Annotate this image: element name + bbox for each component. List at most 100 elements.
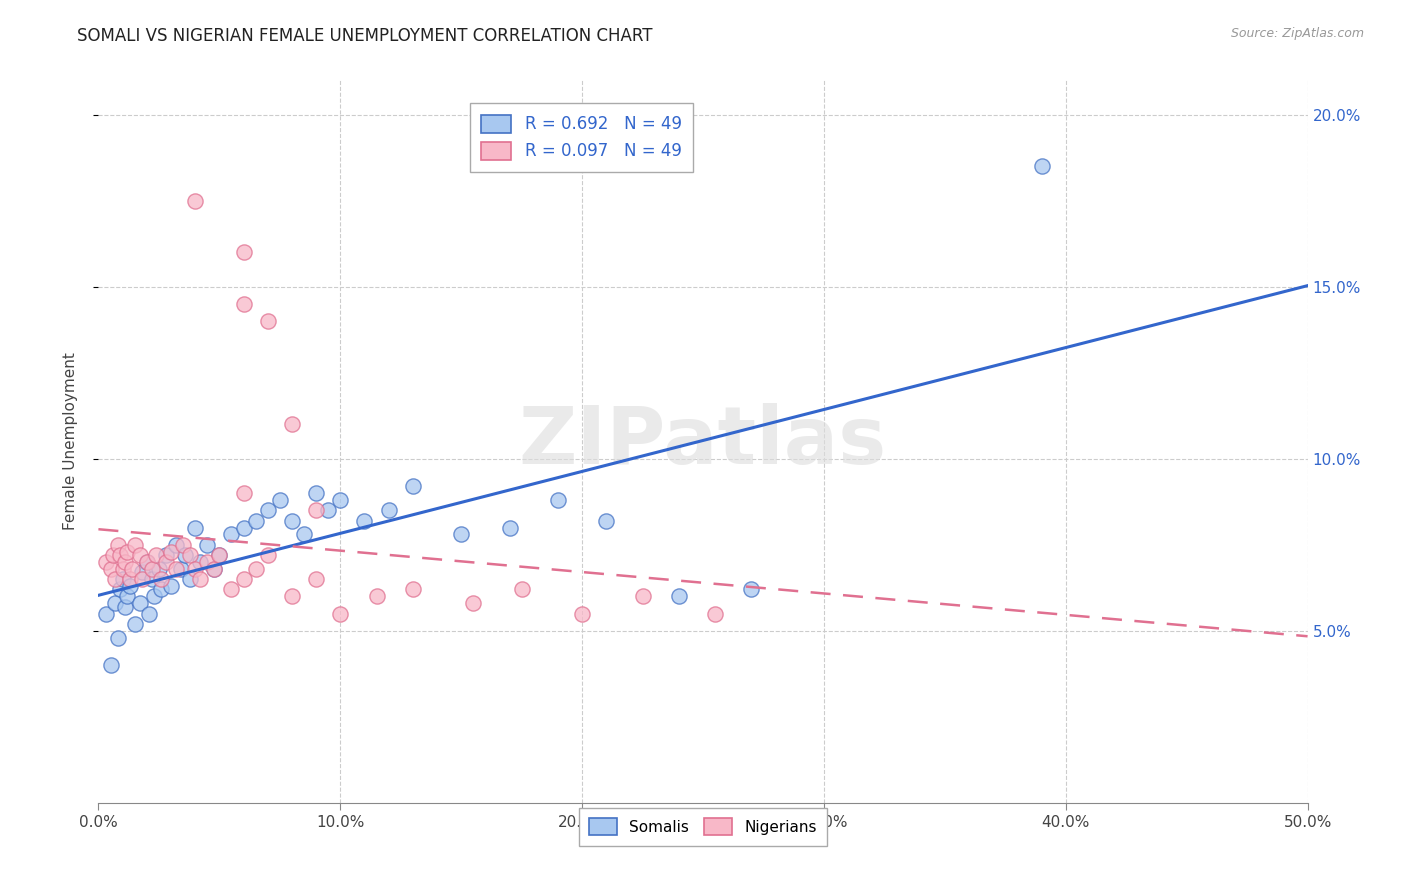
Point [94, 607, 117, 621]
Point [510, 582, 533, 597]
Point [131, 566, 153, 580]
Point [143, 590, 166, 604]
Point [195, 555, 218, 569]
Point [305, 503, 328, 517]
Point [463, 596, 485, 610]
Point [498, 520, 520, 534]
Point [128, 548, 150, 562]
Point [145, 548, 167, 562]
Point [104, 572, 127, 586]
Point [150, 572, 173, 586]
Point [204, 562, 226, 576]
Point [316, 503, 339, 517]
Point [281, 514, 304, 528]
Point [188, 555, 211, 569]
Point [160, 579, 183, 593]
Point [169, 562, 191, 576]
Point [108, 582, 131, 597]
Point [118, 572, 141, 586]
Point [141, 572, 163, 586]
Point [232, 520, 254, 534]
Point [107, 631, 129, 645]
Text: SOMALI VS NIGERIAN FEMALE UNEMPLOYMENT CORRELATION CHART: SOMALI VS NIGERIAN FEMALE UNEMPLOYMENT C… [77, 27, 652, 45]
Point [256, 503, 278, 517]
Point [118, 579, 141, 593]
Point [547, 493, 569, 508]
Point [281, 590, 304, 604]
Point [1031, 159, 1053, 173]
Point [100, 562, 122, 576]
Point [305, 572, 328, 586]
Point [148, 562, 170, 576]
Point [165, 562, 187, 576]
Point [204, 562, 226, 576]
Point [131, 572, 153, 586]
Point [402, 479, 425, 493]
Y-axis label: Female Unemployment: Female Unemployment [63, 352, 77, 531]
Point [179, 572, 201, 586]
Point [366, 590, 388, 604]
Point [107, 538, 129, 552]
Point [668, 590, 690, 604]
Point [155, 555, 177, 569]
Point [155, 548, 177, 562]
Point [329, 493, 352, 508]
Point [232, 572, 254, 586]
Point [111, 562, 134, 576]
Point [281, 417, 304, 432]
Point [232, 245, 254, 260]
Point [377, 503, 399, 517]
Point [114, 555, 136, 569]
Point [114, 599, 136, 614]
Point [740, 582, 762, 597]
Point [571, 607, 593, 621]
Point [117, 590, 139, 604]
Point [172, 538, 194, 552]
Point [94, 555, 117, 569]
Point [174, 548, 197, 562]
Point [150, 582, 173, 597]
Point [208, 548, 231, 562]
Point [305, 486, 328, 500]
Point [631, 590, 654, 604]
Point [108, 548, 131, 562]
Legend: Somalis, Nigerians: Somalis, Nigerians [579, 807, 827, 846]
Point [245, 562, 267, 576]
Point [232, 486, 254, 500]
Point [402, 582, 425, 597]
Text: Source: ZipAtlas.com: Source: ZipAtlas.com [1230, 27, 1364, 40]
Point [111, 572, 134, 586]
Point [184, 520, 207, 534]
Point [195, 538, 218, 552]
Point [450, 527, 472, 541]
Point [100, 658, 122, 673]
Point [184, 562, 207, 576]
Point [135, 555, 157, 569]
Point [184, 194, 207, 208]
Text: ZIPatlas: ZIPatlas [519, 402, 887, 481]
Point [292, 527, 315, 541]
Point [124, 616, 146, 631]
Point [329, 607, 352, 621]
Point [256, 314, 278, 328]
Point [117, 544, 139, 558]
Point [269, 493, 291, 508]
Point [104, 596, 127, 610]
Point [595, 514, 617, 528]
Point [704, 607, 727, 621]
Point [121, 562, 143, 576]
Point [165, 538, 187, 552]
Point [256, 548, 278, 562]
Point [124, 538, 146, 552]
Point [208, 548, 231, 562]
Point [141, 562, 163, 576]
Point [221, 582, 243, 597]
Point [179, 548, 201, 562]
Point [101, 548, 124, 562]
Point [128, 596, 150, 610]
Point [135, 555, 157, 569]
Point [353, 514, 375, 528]
Point [221, 527, 243, 541]
Point [232, 297, 254, 311]
Point [245, 514, 267, 528]
